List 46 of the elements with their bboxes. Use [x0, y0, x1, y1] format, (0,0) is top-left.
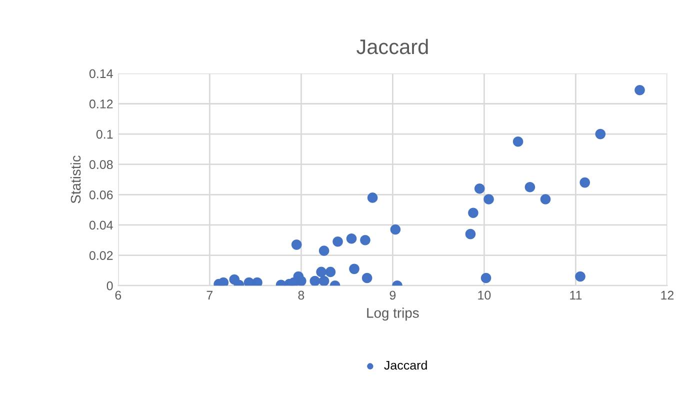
point	[360, 234, 370, 246]
y-tick-label: 0.02	[89, 251, 113, 260]
point	[474, 183, 485, 194]
y-tick-label: 0.08	[89, 160, 113, 170]
point	[540, 194, 551, 204]
point	[318, 246, 330, 256]
point	[218, 277, 229, 286]
legend-label: Jaccard	[384, 360, 427, 370]
y-tick-label: 0.14	[89, 69, 113, 78]
point	[484, 194, 494, 204]
y-tick-label: 0.1	[96, 130, 113, 139]
x-axis-title: Log trips	[367, 308, 419, 321]
point	[595, 128, 606, 140]
point	[325, 266, 336, 278]
y-tick-label: 0.12	[89, 100, 113, 108]
point	[575, 271, 586, 282]
y-tick-label: 0.06	[89, 190, 113, 200]
chart-title: Jaccard	[356, 38, 428, 54]
x-tick-label: 7	[206, 290, 213, 300]
point	[362, 272, 372, 284]
point	[512, 136, 524, 147]
x-tick-label: 6	[115, 290, 122, 300]
point	[468, 208, 478, 218]
point	[291, 240, 302, 250]
point	[524, 182, 536, 192]
point	[480, 272, 492, 284]
point	[367, 192, 378, 203]
point	[332, 236, 343, 247]
point	[349, 264, 360, 274]
point	[310, 276, 320, 286]
x-tick-label: 11	[570, 290, 582, 300]
point	[318, 276, 330, 286]
x-tick-label: 10	[478, 290, 491, 300]
point	[580, 177, 590, 188]
y-axis-title: Statistic	[70, 156, 81, 204]
point	[316, 266, 326, 278]
y-tick-label: 0.04	[89, 220, 113, 230]
point	[634, 84, 645, 96]
point	[465, 228, 476, 240]
x-tick-label: 9	[390, 290, 396, 300]
y-tick-label: 0	[106, 281, 113, 290]
point	[346, 233, 357, 244]
point	[390, 224, 401, 235]
x-tick-label: 12	[661, 290, 674, 300]
x-tick-label: 8	[298, 290, 304, 300]
point	[252, 277, 262, 286]
